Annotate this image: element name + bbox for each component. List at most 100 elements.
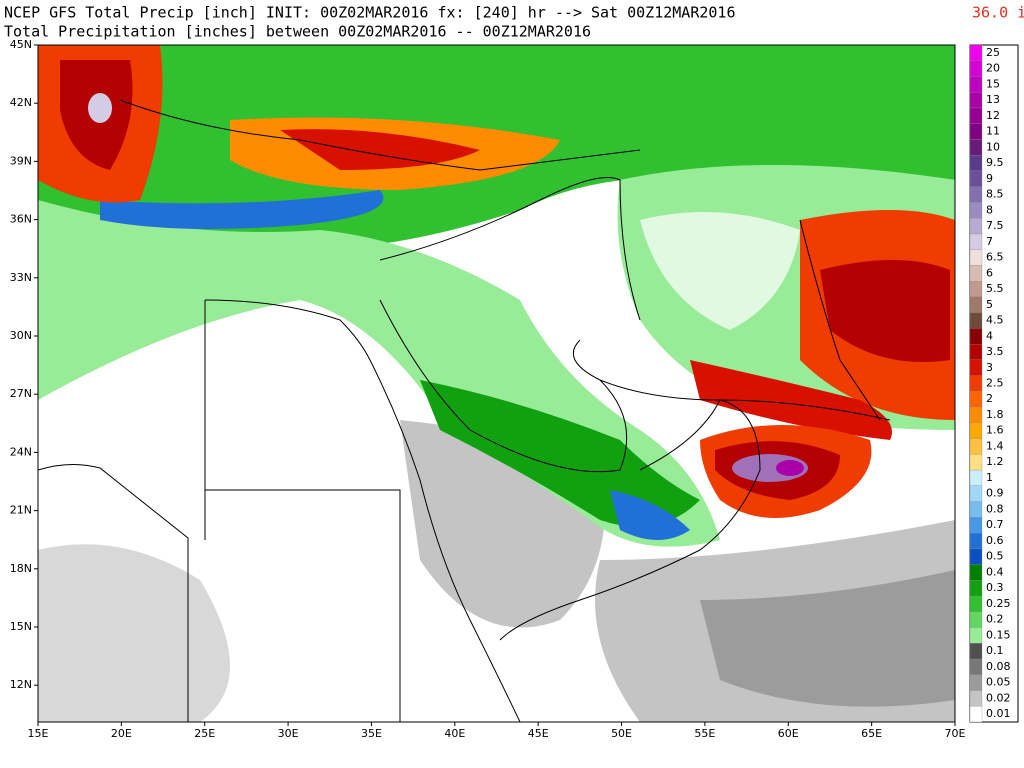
colorbar-swatch	[969, 218, 983, 235]
colorbar-label: 3	[986, 361, 993, 374]
colorbar-label: 13	[986, 93, 1000, 106]
colorbar-swatch	[969, 469, 983, 486]
precip-area	[640, 212, 800, 330]
header-line-2: Total Precipitation [inches] between 00Z…	[4, 23, 591, 41]
colorbar-swatch	[969, 564, 983, 581]
precip-area	[420, 380, 700, 527]
lon-label: 20E	[111, 727, 132, 740]
colorbar-label: 1	[986, 471, 993, 484]
colorbar-swatch	[969, 391, 983, 408]
colorbar-swatch	[969, 60, 983, 77]
colorbar-swatch	[969, 595, 983, 612]
colorbar-label: 5	[986, 298, 993, 311]
precip-area	[88, 93, 112, 123]
lat-label: 45N	[10, 38, 32, 51]
colorbar-label: 0.3	[986, 581, 1004, 594]
colorbar-label: 0.08	[986, 660, 1011, 673]
lat-label: 36N	[10, 213, 32, 226]
colorbar-swatch	[969, 265, 983, 282]
colorbar-label: 1.6	[986, 424, 1004, 437]
colorbar-label: 9	[986, 172, 993, 185]
colorbar-swatch	[969, 139, 983, 156]
lon-label: 15E	[28, 727, 49, 740]
colorbar-label: 0.5	[986, 550, 1004, 563]
colorbar-swatch	[969, 281, 983, 298]
lon-label: 65E	[861, 727, 882, 740]
precip-area	[100, 190, 384, 229]
lon-label: 25E	[194, 727, 215, 740]
lat-label: 33N	[10, 271, 32, 284]
colorbar-swatch	[969, 674, 983, 691]
precip-field	[38, 45, 955, 722]
colorbar-label: 5.5	[986, 282, 1004, 295]
colorbar-swatch	[969, 202, 983, 219]
colorbar-label: 1.8	[986, 408, 1004, 421]
lat-label: 30N	[10, 329, 32, 342]
precip-area	[610, 490, 690, 540]
lat-label: 15N	[10, 620, 32, 633]
lon-label: 50E	[611, 727, 632, 740]
colorbar-swatch	[969, 690, 983, 707]
lat-label: 18N	[10, 562, 32, 575]
colorbar-swatch	[969, 548, 983, 565]
colorbar-swatch	[969, 186, 983, 203]
colorbar-label: 0.1	[986, 644, 1004, 657]
colorbar-label: 25	[986, 46, 1000, 59]
colorbar-label: 12	[986, 109, 1000, 122]
colorbar-swatch	[969, 454, 983, 471]
colorbar-label: 0.8	[986, 502, 1004, 515]
colorbar-swatch	[969, 375, 983, 392]
precip-area	[776, 460, 804, 476]
colorbar-swatch	[969, 532, 983, 549]
lon-label: 35E	[361, 727, 382, 740]
precip-area	[700, 570, 955, 707]
colorbar-label: 4	[986, 329, 993, 342]
colorbar-swatch	[969, 170, 983, 187]
colorbar-label: 11	[986, 125, 1000, 138]
header-line-1: NCEP GFS Total Precip [inch] INIT: 00Z02…	[4, 4, 736, 22]
colorbar-label: 15	[986, 77, 1000, 90]
colorbar-swatch	[969, 517, 983, 534]
colorbar-swatch	[969, 438, 983, 455]
colorbar-swatch	[969, 611, 983, 628]
colorbar-label: 8	[986, 203, 993, 216]
colorbar-label: 20	[986, 62, 1000, 75]
colorbar-label: 0.9	[986, 487, 1004, 500]
colorbar-swatch	[969, 343, 983, 361]
colorbar-label: 0.2	[986, 613, 1004, 626]
colorbar-swatch	[969, 580, 983, 597]
colorbar-label: 0.6	[986, 534, 1004, 547]
precip-area	[820, 260, 950, 362]
colorbar-label: 6.5	[986, 251, 1004, 264]
colorbar-label: 8.5	[986, 188, 1004, 201]
max-value-label: 36.0 in	[972, 4, 1024, 22]
colorbar-swatch	[969, 92, 983, 109]
colorbar-label: 9.5	[986, 156, 1004, 169]
colorbar-label: 4.5	[986, 314, 1004, 327]
colorbar-label: 0.25	[986, 597, 1011, 610]
precip-area	[38, 544, 230, 722]
colorbar-label: 2.5	[986, 377, 1004, 390]
colorbar-swatch	[969, 485, 983, 502]
colorbar-swatch	[969, 296, 983, 313]
colorbar-swatch	[969, 249, 983, 266]
lat-label: 24N	[10, 445, 32, 458]
colorbar-swatch	[969, 501, 983, 518]
colorbar-swatch	[969, 123, 983, 140]
colorbar-label: 3.5	[986, 345, 1004, 358]
colorbar-swatch	[969, 312, 983, 329]
lat-label: 27N	[10, 387, 32, 400]
colorbar-label: 0.02	[986, 691, 1011, 704]
colorbar-swatch	[969, 643, 983, 660]
precip-area	[690, 360, 892, 440]
colorbar-label: 10	[986, 140, 1000, 153]
colorbar-label: 1.4	[986, 439, 1004, 452]
colorbar-swatch	[969, 155, 983, 172]
colorbar-swatch	[969, 406, 983, 424]
colorbar-swatch	[969, 328, 983, 345]
colorbar-label: 1.2	[986, 455, 1004, 468]
colorbar-label: 0.05	[986, 676, 1011, 689]
lon-label: 60E	[778, 727, 799, 740]
lon-label: 40E	[444, 727, 465, 740]
